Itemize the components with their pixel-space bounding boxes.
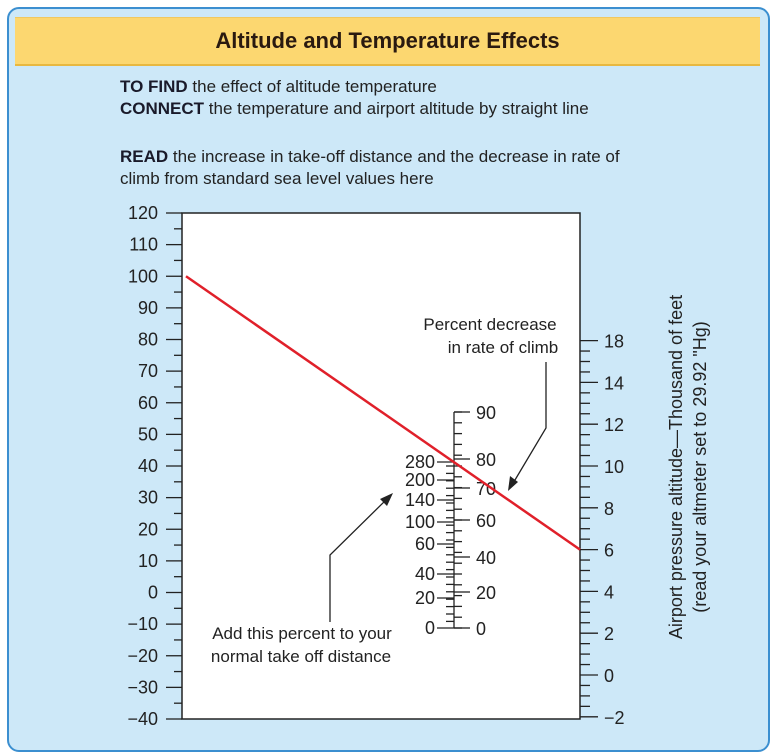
temp-tick-label: 50 bbox=[138, 424, 158, 444]
instruction-connect: CONNECT the temperature and airport alti… bbox=[120, 99, 589, 118]
temp-tick-label: 20 bbox=[138, 519, 158, 539]
altitude-tick-label: 18 bbox=[604, 332, 624, 352]
takeoff-arrow bbox=[329, 497, 389, 622]
temp-tick-label: 100 bbox=[128, 266, 158, 286]
takeoff-tick-label: 200 bbox=[405, 470, 435, 490]
altitude-tick-label: 12 bbox=[604, 415, 624, 435]
temp-tick-label: 90 bbox=[138, 298, 158, 318]
takeoff-tick-label: 40 bbox=[415, 564, 435, 584]
altitude-tick-label: 4 bbox=[604, 582, 614, 602]
takeoff-annotation-line1: Add this percent to your bbox=[212, 624, 392, 643]
altitude-axis-title-line1: Airport pressure altitude—Thousand of fe… bbox=[666, 295, 686, 639]
temp-tick-label: −20 bbox=[127, 646, 158, 666]
temp-tick-label: 80 bbox=[138, 330, 158, 350]
temp-tick-label: 120 bbox=[128, 203, 158, 223]
climb-arrowhead-icon bbox=[508, 476, 518, 491]
takeoff-tick-label: 0 bbox=[425, 618, 435, 638]
takeoff-tick-label: 140 bbox=[405, 490, 435, 510]
climb-arrow bbox=[511, 362, 547, 486]
temp-tick-label: −40 bbox=[127, 709, 158, 729]
altitude-tick-label: 2 bbox=[604, 624, 614, 644]
climb-tick-label: 90 bbox=[476, 403, 496, 423]
instruction-find: TO FIND the effect of altitude temperatu… bbox=[120, 77, 437, 96]
altitude-tick-label: 0 bbox=[604, 666, 614, 686]
climb-annotation-line2: in rate of climb bbox=[448, 338, 559, 357]
instruction-read-cont: climb from standard sea level values her… bbox=[120, 169, 434, 188]
takeoff-tick-label: 20 bbox=[415, 588, 435, 608]
diagram-title: Altitude and Temperature Effects bbox=[15, 17, 760, 66]
altitude-axis-title-line2: (read your altmeter set to 29.92 "Hg) bbox=[690, 321, 710, 613]
temp-tick-label: 60 bbox=[138, 393, 158, 413]
climb-tick-label: 70 bbox=[476, 479, 496, 499]
climb-tick-label: 60 bbox=[476, 511, 496, 531]
climb-annotation-line1: Percent decrease bbox=[423, 315, 556, 334]
temp-tick-label: 0 bbox=[148, 583, 158, 603]
temp-tick-label: 70 bbox=[138, 361, 158, 381]
takeoff-tick-label: 100 bbox=[405, 512, 435, 532]
temp-tick-label: 40 bbox=[138, 456, 158, 476]
plot-area bbox=[181, 212, 581, 720]
temp-tick-label: 10 bbox=[138, 551, 158, 571]
takeoff-arrowhead-icon bbox=[380, 493, 393, 506]
temp-tick-label: 110 bbox=[129, 235, 158, 255]
altitude-tick-label: 14 bbox=[604, 373, 624, 393]
altitude-tick-label: 8 bbox=[604, 499, 614, 519]
takeoff-tick-label: 60 bbox=[415, 534, 435, 554]
altitude-tick-label: −2 bbox=[604, 708, 625, 728]
temp-tick-label: −10 bbox=[127, 614, 158, 634]
climb-tick-label: 80 bbox=[476, 450, 496, 470]
temp-tick-label: −30 bbox=[127, 677, 158, 697]
altitude-tick-label: 10 bbox=[604, 457, 624, 477]
takeoff-tick-label: 280 bbox=[405, 452, 435, 472]
temp-tick-label: 30 bbox=[138, 488, 158, 508]
altitude-tick-label: 6 bbox=[604, 541, 614, 561]
takeoff-annotation-line2: normal take off distance bbox=[211, 647, 391, 666]
climb-tick-label: 40 bbox=[476, 548, 496, 568]
instruction-read: READ the increase in take-off distance a… bbox=[120, 147, 620, 166]
climb-tick-label: 0 bbox=[476, 619, 486, 639]
example-connecting-line bbox=[185, 275, 581, 551]
climb-tick-label: 20 bbox=[476, 583, 496, 603]
